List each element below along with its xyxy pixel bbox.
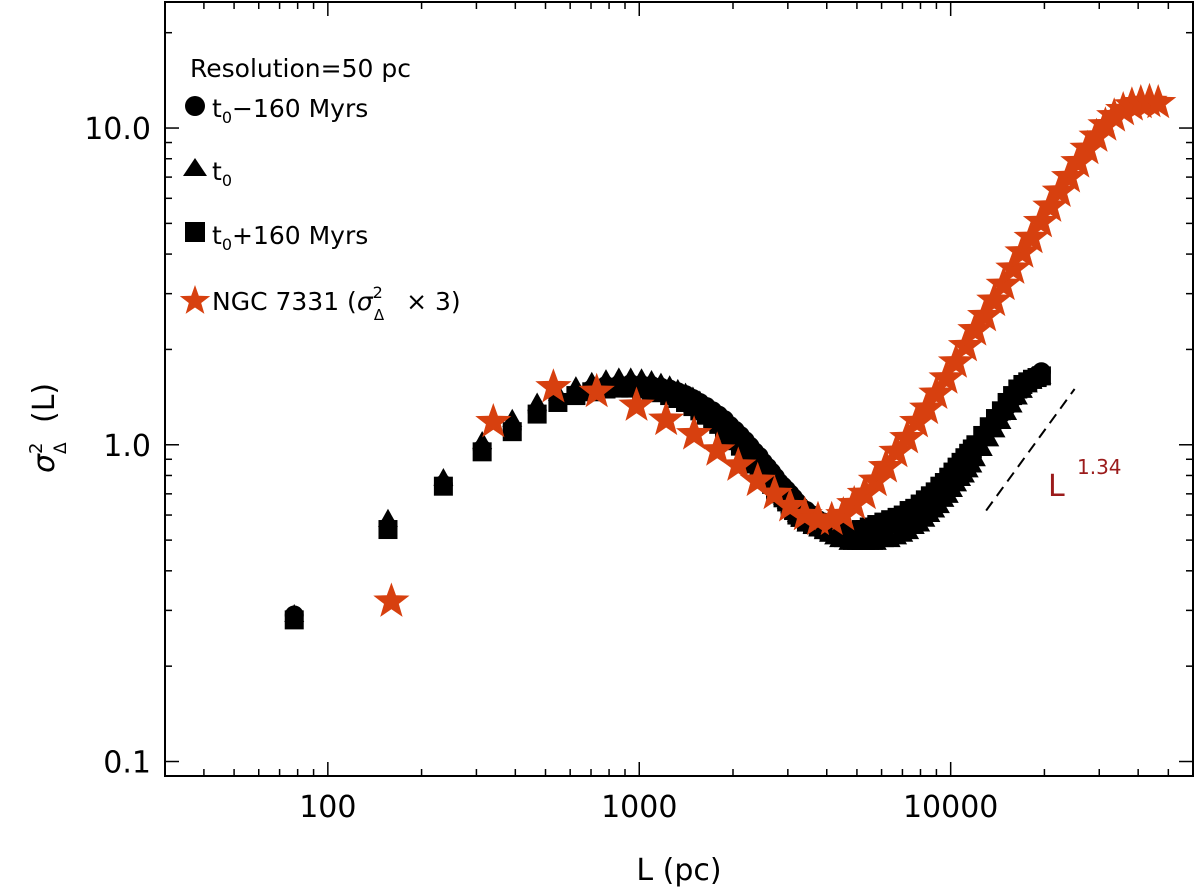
y-tick-label: 0.1 (103, 746, 151, 781)
y-axis-title-arg: (L) (27, 383, 62, 423)
data-point-star (676, 415, 713, 450)
power-law-label-exponent: 1.34 (1077, 455, 1122, 479)
legend-text: t0 (212, 157, 232, 190)
legend-marker-circle (185, 96, 205, 116)
data-point-square (378, 520, 398, 540)
legend-header: Resolution=50 pc (190, 54, 411, 83)
x-axis-title: L (pc) (636, 853, 721, 888)
data-point-star (1140, 84, 1177, 119)
data-point-star (995, 249, 1032, 284)
y-tick-label: 10.0 (84, 112, 151, 147)
data-point-star (1096, 97, 1133, 132)
data-point-star (772, 487, 809, 522)
legend-text: t0+160 Myrs (212, 221, 368, 254)
y-axis-title-sub: Δ (51, 442, 71, 454)
data-point-star (373, 582, 410, 617)
data-point-star (813, 500, 850, 536)
data-point-star (475, 403, 512, 438)
data-point-star (756, 474, 793, 510)
x-tick-label: 1000 (601, 790, 677, 825)
data-point-star (846, 474, 883, 510)
y-tick-label: 1.0 (103, 429, 151, 464)
x-tick-label: 100 (299, 790, 356, 825)
legend-marker-star (179, 285, 211, 314)
data-point-star (825, 496, 862, 531)
annotations (985, 388, 1076, 512)
data-point-star (720, 446, 757, 481)
data-point-square (566, 386, 586, 406)
data-point-square (472, 442, 492, 462)
data-marks (284, 82, 1177, 630)
data-point-star (786, 496, 823, 531)
power-law-label-base: L (1048, 469, 1065, 504)
data-point-square (284, 610, 304, 630)
power-law-dashed-line (985, 388, 1076, 512)
data-point-star (1105, 91, 1142, 126)
data-point-star (648, 400, 685, 436)
y-axis-title-sup: 2 (26, 443, 47, 454)
power-law-label: L 1.34 (1048, 455, 1122, 504)
legend: Resolution=50 pc t0−160 Myrs t0 t0+160 M… (179, 54, 461, 324)
data-point-star (878, 432, 915, 468)
legend-entry-triangle: t0 (183, 157, 232, 190)
data-point-square (502, 422, 522, 442)
y-axis-title-symbol: σ (27, 453, 62, 473)
y-axis-title: σ 2 Δ (L) (26, 383, 71, 473)
data-point-star (799, 500, 837, 536)
data-point-star (699, 431, 736, 466)
axes-group: 100 1000 10000 0.1 1.0 10.0 (84, 2, 1194, 825)
x-tick-label: 10000 (903, 790, 998, 825)
data-point-square (1031, 366, 1051, 386)
legend-marker-triangle (183, 158, 207, 176)
legend-entry-circle: t0−160 Myrs (185, 94, 368, 127)
data-point-star (857, 461, 894, 497)
data-point-star (739, 461, 776, 497)
data-point-square (527, 404, 547, 424)
data-point-star (985, 265, 1022, 301)
legend-marker-square (185, 222, 205, 242)
data-point-star (578, 372, 615, 408)
legend-entry-square: t0+160 Myrs (185, 221, 368, 254)
series-star (373, 82, 1177, 617)
legend-entry-star: NGC 7331 (σ2 Δ × 3) (179, 283, 461, 324)
data-point-star (618, 386, 655, 421)
data-point-star (836, 485, 873, 520)
data-point-square (433, 476, 453, 496)
legend-text: NGC 7331 (σ2 Δ × 3) (212, 283, 461, 324)
data-point-star (535, 368, 572, 403)
legend-text: t0−160 Myrs (212, 94, 368, 127)
plot-frame (164, 1, 1194, 777)
